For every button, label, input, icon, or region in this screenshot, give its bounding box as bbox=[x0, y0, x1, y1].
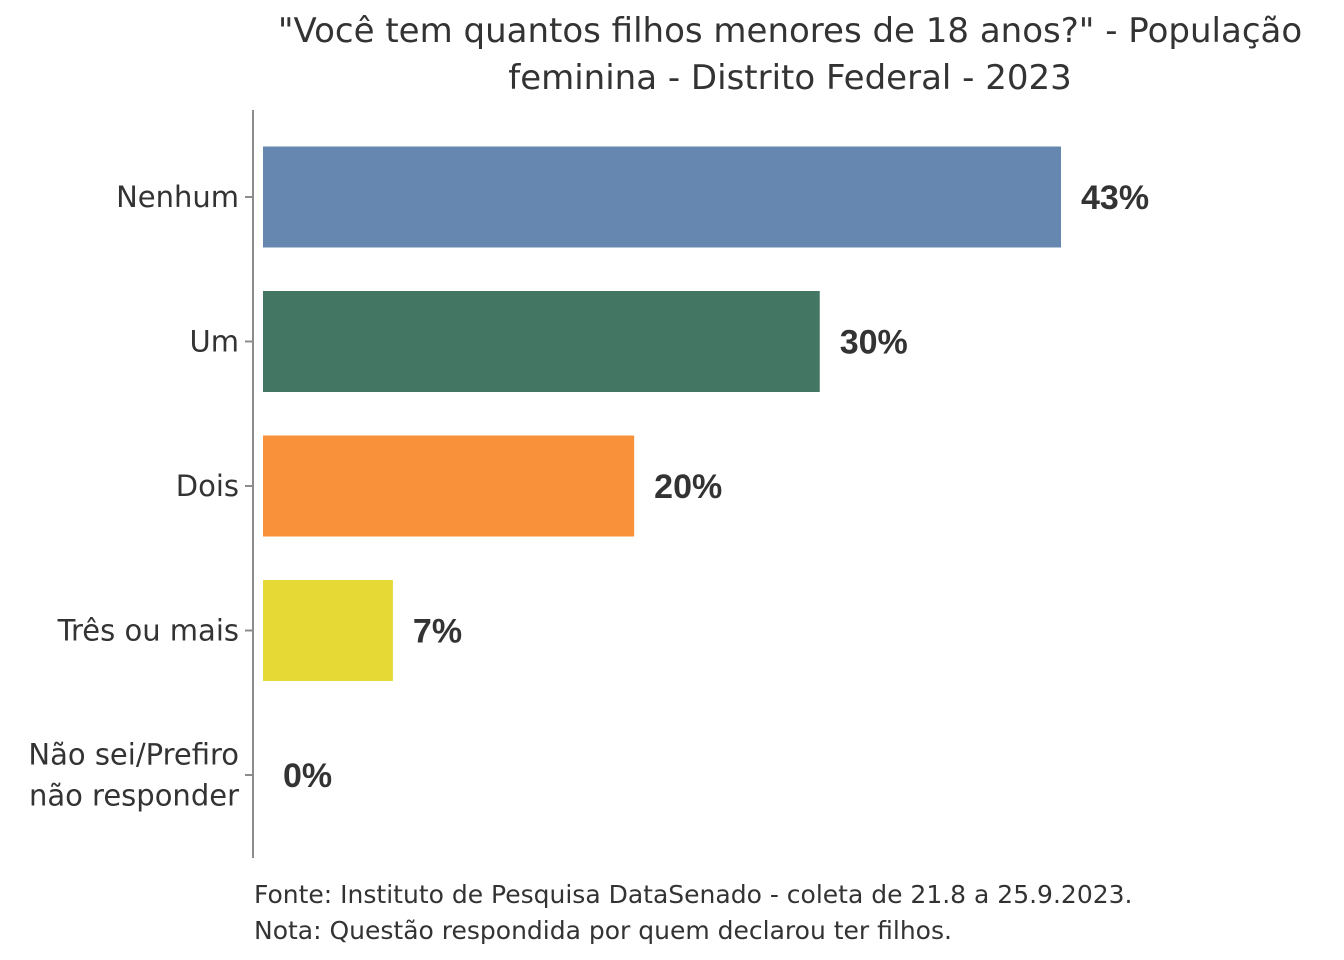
value-label: 7% bbox=[413, 613, 462, 651]
y-axis-ticks bbox=[245, 196, 253, 776]
category-label-line: não responder bbox=[29, 779, 239, 813]
category-label: Um bbox=[190, 325, 239, 359]
bar bbox=[263, 580, 393, 681]
category-label-line: Três ou mais bbox=[57, 614, 239, 648]
category-label: Dois bbox=[176, 469, 239, 503]
value-label: 43% bbox=[1081, 179, 1149, 217]
bar bbox=[263, 291, 820, 392]
bar bbox=[263, 146, 1061, 248]
category-label-line: Não sei/Prefiro bbox=[28, 738, 239, 772]
category-labels: Nenhum Um Dois Três ou mais Não sei/Prefiro n… bbox=[28, 180, 239, 813]
chart-title-line: feminina - Distrito Federal - 2023 bbox=[508, 58, 1072, 98]
value-label: 0% bbox=[283, 757, 332, 795]
bar bbox=[263, 435, 635, 537]
category-label-line: Dois bbox=[176, 469, 239, 503]
value-label: 20% bbox=[654, 468, 722, 506]
category-label: Três ou mais bbox=[57, 614, 239, 648]
footnote: Nota: Questão respondida por quem declar… bbox=[254, 916, 952, 945]
source-note: Fonte: Instituto de Pesquisa DataSenado … bbox=[254, 880, 1132, 909]
category-label: Nenhum bbox=[116, 180, 239, 214]
value-label: 30% bbox=[840, 324, 908, 362]
chart-title-line: "Você tem quantos filhos menores de 18 a… bbox=[278, 11, 1302, 51]
category-label-line: Um bbox=[190, 325, 239, 359]
value-labels: 43% 30% 20% 7% 0% bbox=[283, 179, 1149, 795]
category-label-line: Nenhum bbox=[116, 180, 239, 214]
bars bbox=[263, 146, 1061, 681]
chart-title: "Você tem quantos filhos menores de 18 a… bbox=[278, 11, 1302, 98]
category-label: Não sei/Prefiro não responder bbox=[28, 738, 239, 813]
